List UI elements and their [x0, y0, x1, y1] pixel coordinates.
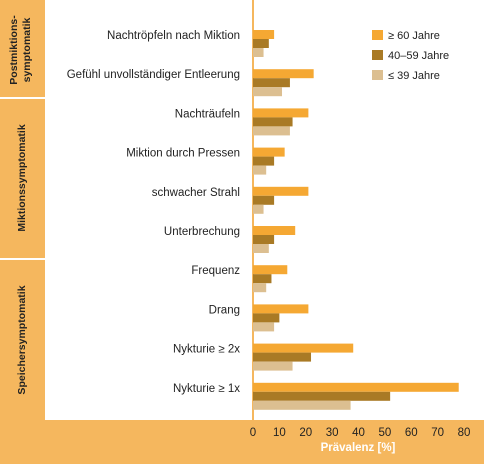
- category-label: Unterbrechung: [164, 226, 240, 238]
- bar-39-jahre: [253, 361, 293, 371]
- category-label: Drang: [209, 304, 240, 316]
- bar-39-jahre: [253, 283, 267, 293]
- bar-60-jahre: [253, 69, 314, 79]
- bar-40-59-jahre: [253, 391, 391, 401]
- bar-39-jahre: [253, 165, 267, 175]
- category-label: Nykturie ≥ 2x: [173, 344, 240, 356]
- x-tick-label: 20: [299, 427, 312, 439]
- bar-39-jahre: [253, 322, 275, 332]
- bar-40-59-jahre: [253, 352, 312, 362]
- legend-label: ≤ 39 Jahre: [388, 70, 440, 82]
- bar-40-59-jahre: [253, 313, 280, 323]
- bar-39-jahre: [253, 126, 290, 136]
- bar-39-jahre: [253, 48, 264, 57]
- x-tick-label: 70: [431, 427, 444, 439]
- bar-60-jahre: [253, 147, 285, 157]
- bar-40-59-jahre: [253, 117, 293, 127]
- legend-label: ≥ 60 Jahre: [388, 30, 440, 42]
- bar-60-jahre: [253, 30, 275, 39]
- bar-40-59-jahre: [253, 195, 275, 205]
- group-label: Postmiktions-symptomatik: [8, 15, 33, 85]
- x-tick-label: 0: [250, 427, 256, 439]
- bar-39-jahre: [253, 204, 264, 214]
- bar-40-59-jahre: [253, 274, 272, 284]
- x-axis-band: [0, 420, 484, 464]
- legend-label: 40–59 Jahre: [388, 50, 449, 62]
- x-tick-label: 50: [378, 427, 391, 439]
- category-label: Gefühl unvollständiger Entleerung: [67, 69, 240, 81]
- x-tick-label: 30: [326, 427, 339, 439]
- group-column-background: [0, 0, 45, 420]
- bar-60-jahre: [253, 343, 354, 353]
- legend-swatch: [372, 70, 383, 80]
- bar-60-jahre: [253, 382, 459, 392]
- bar-40-59-jahre: [253, 39, 269, 48]
- bar-40-59-jahre: [253, 156, 275, 166]
- bar-40-59-jahre: [253, 235, 275, 244]
- category-label: schwacher Strahl: [152, 187, 240, 199]
- bar-60-jahre: [253, 108, 309, 118]
- legend-swatch: [372, 50, 383, 60]
- x-tick-label: 60: [405, 427, 418, 439]
- legend-swatch: [372, 30, 383, 40]
- x-axis-title: Prävalenz [%]: [321, 442, 396, 454]
- bar-39-jahre: [253, 400, 351, 410]
- group-label: Speichersymptomatik: [16, 285, 28, 394]
- category-label: Nachträufeln: [175, 108, 240, 120]
- bar-60-jahre: [253, 186, 309, 196]
- category-label: Miktion durch Pressen: [126, 148, 240, 160]
- category-label: Nykturie ≥ 1x: [173, 383, 240, 395]
- bar-39-jahre: [253, 87, 283, 97]
- bar-60-jahre: [253, 304, 309, 314]
- x-tick-label: 40: [352, 427, 365, 439]
- category-label: Frequenz: [191, 265, 240, 277]
- category-label: Nachtröpfeln nach Miktion: [107, 30, 240, 42]
- x-tick-label: 80: [458, 427, 471, 439]
- bar-60-jahre: [253, 265, 288, 275]
- bar-60-jahre: [253, 226, 296, 235]
- group-label: Miktionssymptomatik: [16, 124, 28, 232]
- bar-39-jahre: [253, 244, 269, 253]
- bar-40-59-jahre: [253, 78, 290, 88]
- x-tick-label: 10: [273, 427, 286, 439]
